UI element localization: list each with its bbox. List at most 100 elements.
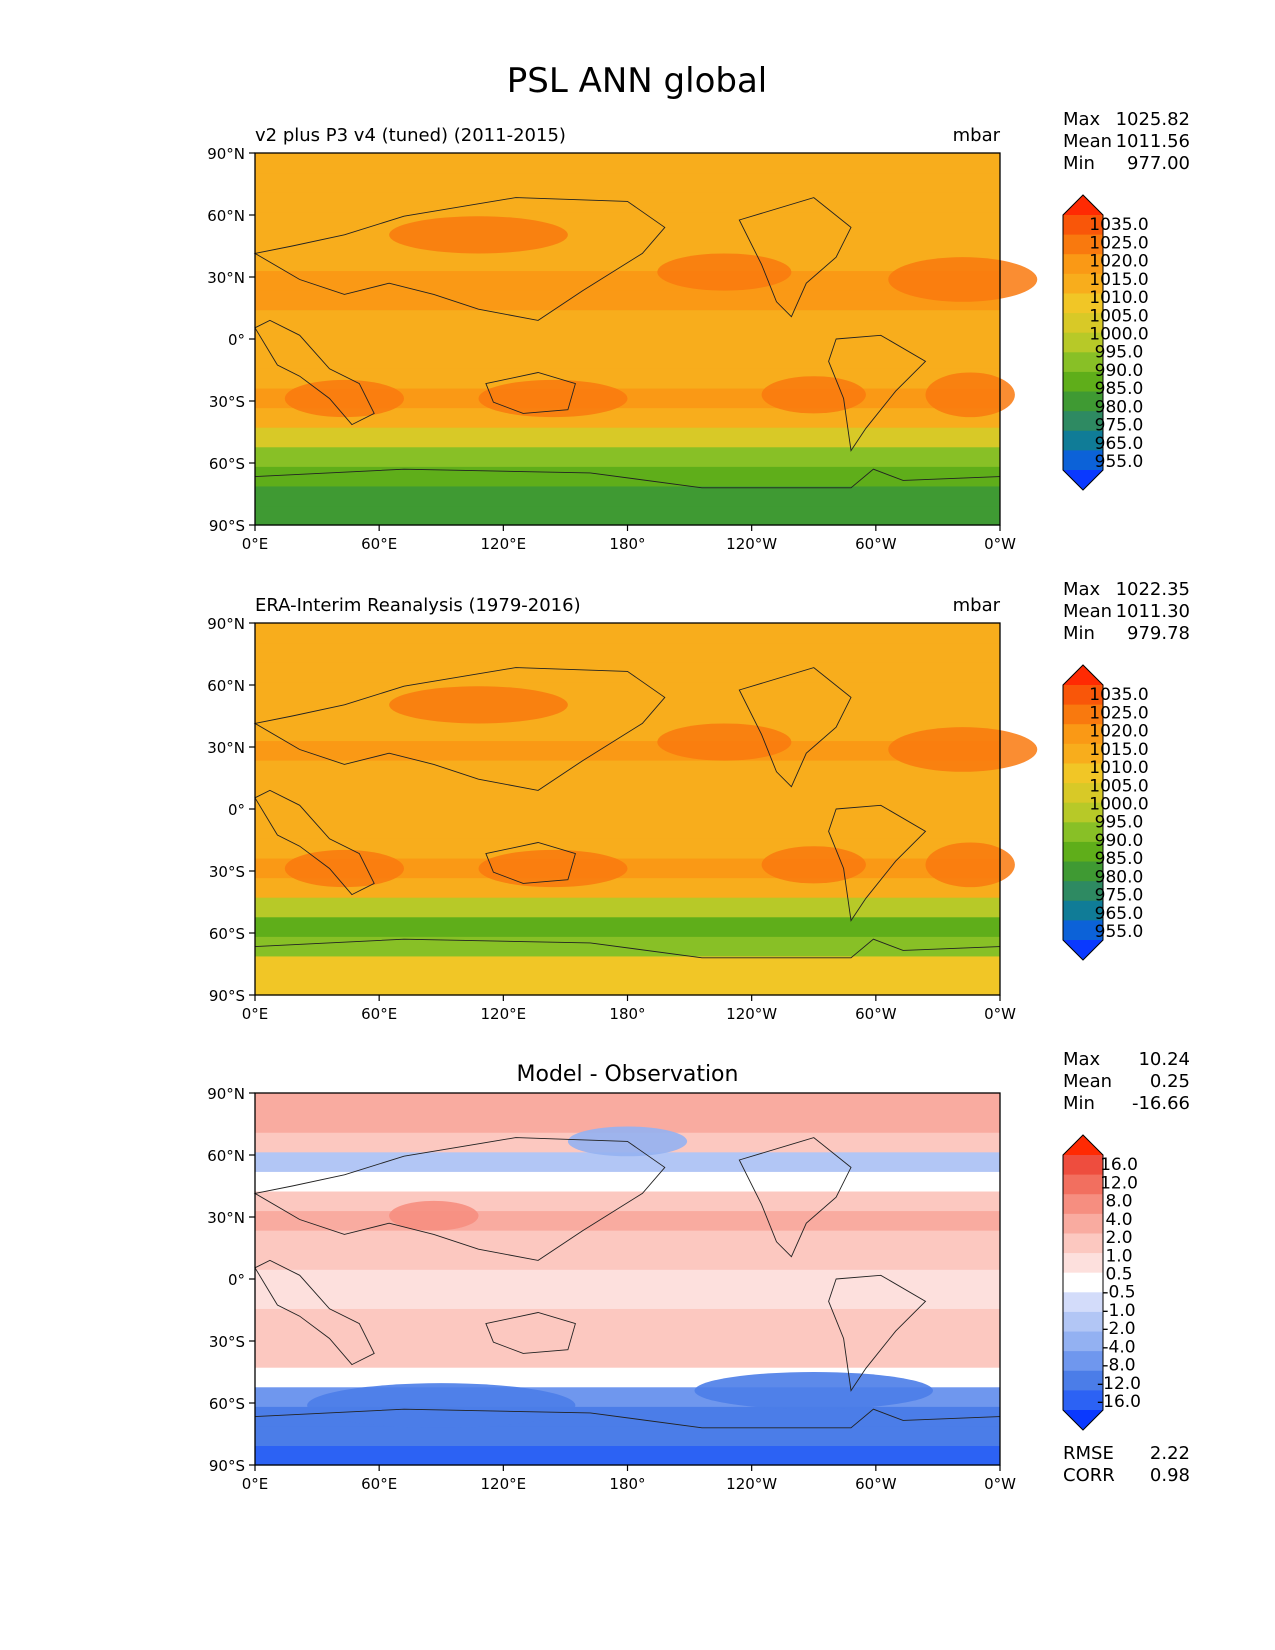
stat-value: 0.25 <box>1150 1071 1190 1092</box>
pressure-cell <box>888 257 1038 302</box>
y-tick-label: 90°N <box>207 615 245 633</box>
field-band <box>255 936 1000 957</box>
field-band <box>255 427 1000 448</box>
colorbar-tick-label: 985.0 <box>1095 379 1144 399</box>
coastline <box>738 1137 852 1258</box>
colorbar-segment <box>1063 1194 1103 1215</box>
y-tick-label: 60°S <box>209 455 245 473</box>
y-tick-label: 0° <box>228 1271 245 1289</box>
colorbar-segment <box>1063 1155 1103 1176</box>
stat-label: Max <box>1063 109 1101 130</box>
x-tick-label: 120°E <box>481 535 527 553</box>
stat-value: -16.66 <box>1132 1093 1190 1114</box>
x-tick-label: 60°E <box>361 1005 397 1023</box>
colorbar-segment <box>1063 1311 1103 1333</box>
field-band <box>255 701 1000 722</box>
pressure-cell <box>284 849 404 888</box>
stat-label: Mean <box>1063 131 1112 152</box>
stat-label: Max <box>1063 579 1101 600</box>
colorbar-segment <box>1063 1331 1103 1352</box>
field-band <box>255 623 1000 644</box>
colorbar-tick-label: 985.0 <box>1095 849 1144 869</box>
y-tick-label: 60°N <box>207 1147 245 1165</box>
field-band <box>255 309 1000 330</box>
colorbar-segment <box>1063 822 1103 843</box>
coastline <box>253 1137 666 1261</box>
x-tick-label: 0°E <box>242 1475 269 1493</box>
field-band <box>255 799 1000 820</box>
field-band <box>255 211 1000 232</box>
x-tick-label: 180° <box>609 535 645 553</box>
colorbar-tick-label: 955.0 <box>1095 922 1144 942</box>
colorbar-tick-label: 1010.0 <box>1089 288 1148 308</box>
colorbar-outline <box>1062 1134 1104 1431</box>
field-band <box>255 1425 1000 1447</box>
colorbar-tick-label: 1025.0 <box>1089 233 1148 253</box>
coastline <box>254 468 1001 489</box>
field-band <box>255 1093 1000 1114</box>
y-tick-label: 0° <box>228 801 245 819</box>
field-band <box>255 290 1000 311</box>
x-tick-label: 120°E <box>481 1475 527 1493</box>
stat-label: Min <box>1063 153 1095 174</box>
colorbar-segment <box>1063 1174 1103 1195</box>
colorbar-segment <box>1063 430 1103 451</box>
field-band <box>255 250 1000 272</box>
colorbar-tick-label: 1000.0 <box>1089 325 1148 345</box>
field-band <box>255 740 1000 761</box>
colorbar-tick-label: 965.0 <box>1095 434 1144 454</box>
x-tick-label: 0°E <box>242 1005 269 1023</box>
colorbar-tick-label: 1035.0 <box>1089 215 1148 235</box>
field-band <box>255 172 1000 193</box>
panel-units: mbar <box>953 595 1001 616</box>
panel-left-title: ERA-Interim Reanalysis (1979-2016) <box>255 595 581 616</box>
x-tick-label: 60°W <box>855 1005 897 1023</box>
y-tick-label: 30°S <box>209 863 245 881</box>
colorbar-max-extend <box>1063 1135 1103 1155</box>
colorbar-tick-label: -4.0 <box>1102 1337 1135 1357</box>
field-band <box>255 642 1000 663</box>
coastline <box>485 842 576 884</box>
colorbar-tick-label: 0.5 <box>1105 1265 1132 1285</box>
colorbar-segment <box>1063 1213 1103 1234</box>
coastline <box>738 667 852 788</box>
colorbar-tick-label: 995.0 <box>1095 343 1144 363</box>
field-band <box>255 916 1000 937</box>
coastline <box>738 197 852 318</box>
colorbar-segment <box>1063 861 1103 882</box>
colorbar-segment <box>1063 724 1103 745</box>
field-band <box>255 1269 1000 1290</box>
colorbar-tick-label: 12.0 <box>1100 1173 1138 1193</box>
colorbar-segment <box>1063 1370 1103 1391</box>
field-band <box>255 446 1000 467</box>
colorbar-tick-label: 8.0 <box>1105 1192 1132 1212</box>
coastline <box>828 804 927 922</box>
colorbar-segment <box>1063 802 1103 823</box>
field-band <box>255 1347 1000 1368</box>
colorbar-segment <box>1063 920 1103 941</box>
pressure-cell <box>925 372 1015 418</box>
metric-label: CORR <box>1063 1465 1115 1486</box>
field-band <box>255 348 1000 369</box>
colorbar-segment <box>1063 1292 1103 1313</box>
field-band <box>255 153 1000 174</box>
colorbar-segment <box>1063 900 1103 921</box>
field-band <box>255 1327 1000 1349</box>
colorbar-segment <box>1063 371 1103 393</box>
colorbar-segment <box>1063 1351 1103 1372</box>
coastline <box>254 319 375 426</box>
colorbar-tick-label: 1000.0 <box>1089 795 1148 815</box>
y-tick-label: 30°S <box>209 393 245 411</box>
y-tick-label: 90°N <box>207 1085 245 1103</box>
stat-value: 1025.82 <box>1116 109 1190 130</box>
coastline <box>485 1312 576 1354</box>
colorbar-segment <box>1063 215 1103 236</box>
colorbar-tick-label: 2.0 <box>1105 1228 1132 1248</box>
colorbar-tick-label: -16.0 <box>1097 1392 1141 1412</box>
metric-label: RMSE <box>1063 1443 1114 1464</box>
panel-difference: Model - Observation 90°N 60°N 30°N 0° 30°S 60°… <box>207 1049 1190 1493</box>
colorbar-tick-label: 980.0 <box>1095 867 1144 887</box>
colorbar: 1035.01025.01020.01015.01010.01005.01000… <box>1062 664 1149 961</box>
field-band <box>255 1210 1000 1231</box>
colorbar-segment <box>1063 391 1103 412</box>
